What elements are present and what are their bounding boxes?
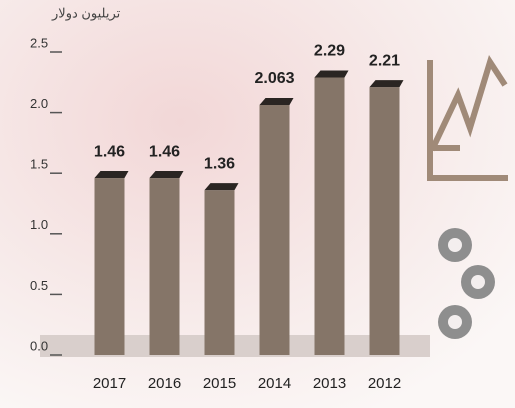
value-label: 1.36 [204,155,235,172]
bar [204,190,235,355]
x-tick-label: 2013 [313,375,346,392]
x-tick-label: 2016 [148,375,181,392]
y-tick-label: 1.5 [30,157,48,172]
y-tick-label: 1.0 [30,217,48,232]
value-label: 2.063 [254,70,294,87]
bar-top [259,97,294,105]
x-tick-label: 2015 [203,375,236,392]
bar-top [94,171,129,179]
bar-top [314,70,349,78]
bar [149,178,180,355]
value-label: 2.29 [314,43,345,60]
y-tick-label: 0.0 [30,338,48,353]
bar-top [204,183,239,191]
y-tick-label: 2.0 [30,96,48,111]
bar [369,87,400,355]
x-tick-label: 2014 [258,375,291,392]
x-tick-label: 2017 [93,375,126,392]
value-label: 1.46 [149,143,180,160]
y-tick-label: 0.5 [30,278,48,293]
bar [94,178,125,355]
value-label: 2.21 [369,52,400,69]
bar [259,104,290,355]
bar [314,77,345,356]
y-axis-title: تريليون دولار [51,5,121,21]
bar-top [149,171,184,179]
y-tick-label: 2.5 [30,35,48,50]
trend-icon [427,54,508,181]
gears-icon [438,228,495,339]
value-label: 1.46 [94,143,125,160]
x-tick-label: 2012 [368,375,401,392]
bar-top [369,80,404,88]
